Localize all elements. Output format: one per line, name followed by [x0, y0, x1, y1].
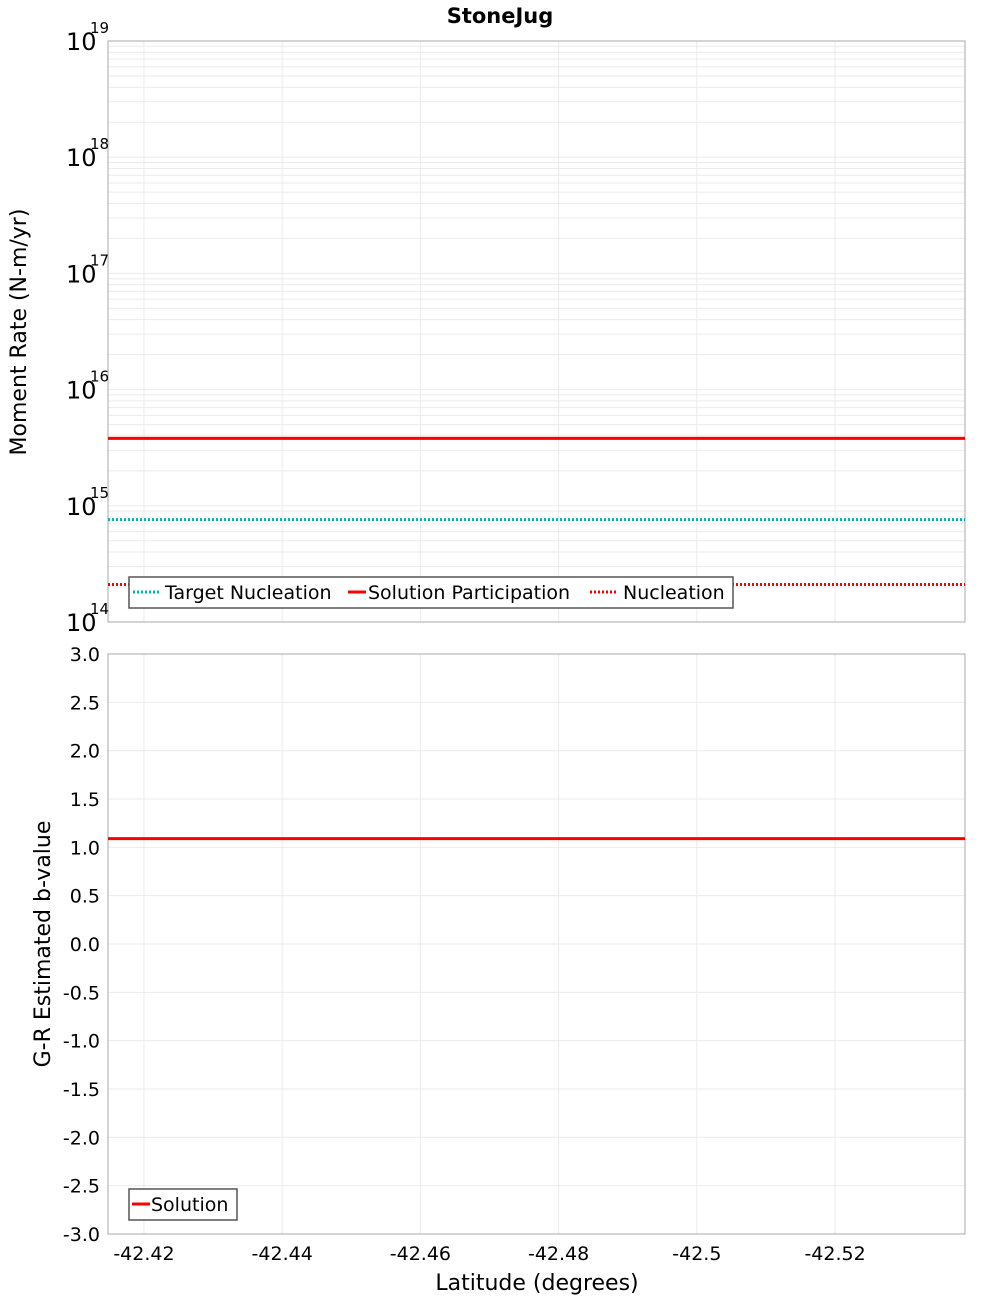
bottom-y-tick-label: -3.0	[63, 1224, 100, 1246]
top-y-tick-exponent: 15	[90, 484, 109, 502]
chart-title: StoneJug	[447, 4, 554, 28]
bottom-y-tick-label: 3.0	[70, 644, 100, 666]
bottom-y-tick-label: 1.0	[70, 837, 100, 859]
top-legend: Target Nucleation Solution Participation N…	[128, 576, 734, 609]
x-tick-label: -42.42	[113, 1243, 174, 1265]
top-y-tick-label: 10	[66, 609, 97, 637]
x-tick-label: -42.46	[390, 1243, 451, 1265]
top-y-tick-exponent: 19	[90, 19, 109, 37]
bottom-y-tick-label: -1.5	[63, 1079, 100, 1101]
x-axis-label: Latitude (degrees)	[435, 1271, 638, 1296]
bottom-y-tick-label: -1.0	[63, 1031, 100, 1053]
top-y-tick-label: 10	[66, 260, 97, 288]
top-y-tick-label: 10	[66, 28, 97, 56]
x-tick-label: -42.52	[804, 1243, 865, 1265]
bottom-y-tick-label: 0.0	[70, 934, 100, 956]
top-y-tick-exponent: 16	[90, 368, 109, 386]
top-y-tick-exponent: 18	[90, 135, 109, 153]
bottom-y-tick-label: -0.5	[63, 982, 100, 1004]
x-tick-label: -42.48	[528, 1243, 589, 1265]
x-tick-label: -42.44	[252, 1243, 313, 1265]
top-y-tick-exponent: 14	[90, 600, 109, 618]
bottom-legend: Solution	[128, 1188, 238, 1221]
legend-entry: Target Nucleation	[164, 582, 332, 604]
top-y-axis-label: Moment Rate (N-m/yr)	[7, 209, 32, 456]
bottom-y-tick-label: 1.5	[70, 789, 100, 811]
top-y-tick-label: 10	[66, 493, 97, 521]
bottom-y-tick-label: -2.0	[63, 1127, 100, 1149]
top-y-tick-label: 10	[66, 144, 97, 172]
bottom-y-tick-label: 2.0	[70, 741, 100, 763]
bottom-y-axis-label: G-R Estimated b-value	[31, 821, 56, 1068]
legend-entry: Solution	[151, 1194, 228, 1216]
bottom-plot-b-value: 3.0 2.5 2.0 1.5 1.0 0.5 0.0 -0.5 -1.0 -1.5 -2.0 -2.…	[63, 644, 966, 1265]
legend-entry: Nucleation	[623, 582, 725, 604]
x-tick-label: -42.5	[672, 1243, 721, 1265]
legend-entry: Solution Participation	[368, 582, 570, 604]
bottom-y-tick-label: -2.5	[63, 1176, 100, 1198]
top-y-tick-label: 10	[66, 377, 97, 405]
bottom-y-tick-label: 2.5	[70, 692, 100, 714]
top-y-tick-exponent: 17	[90, 251, 109, 269]
bottom-y-tick-label: 0.5	[70, 886, 100, 908]
